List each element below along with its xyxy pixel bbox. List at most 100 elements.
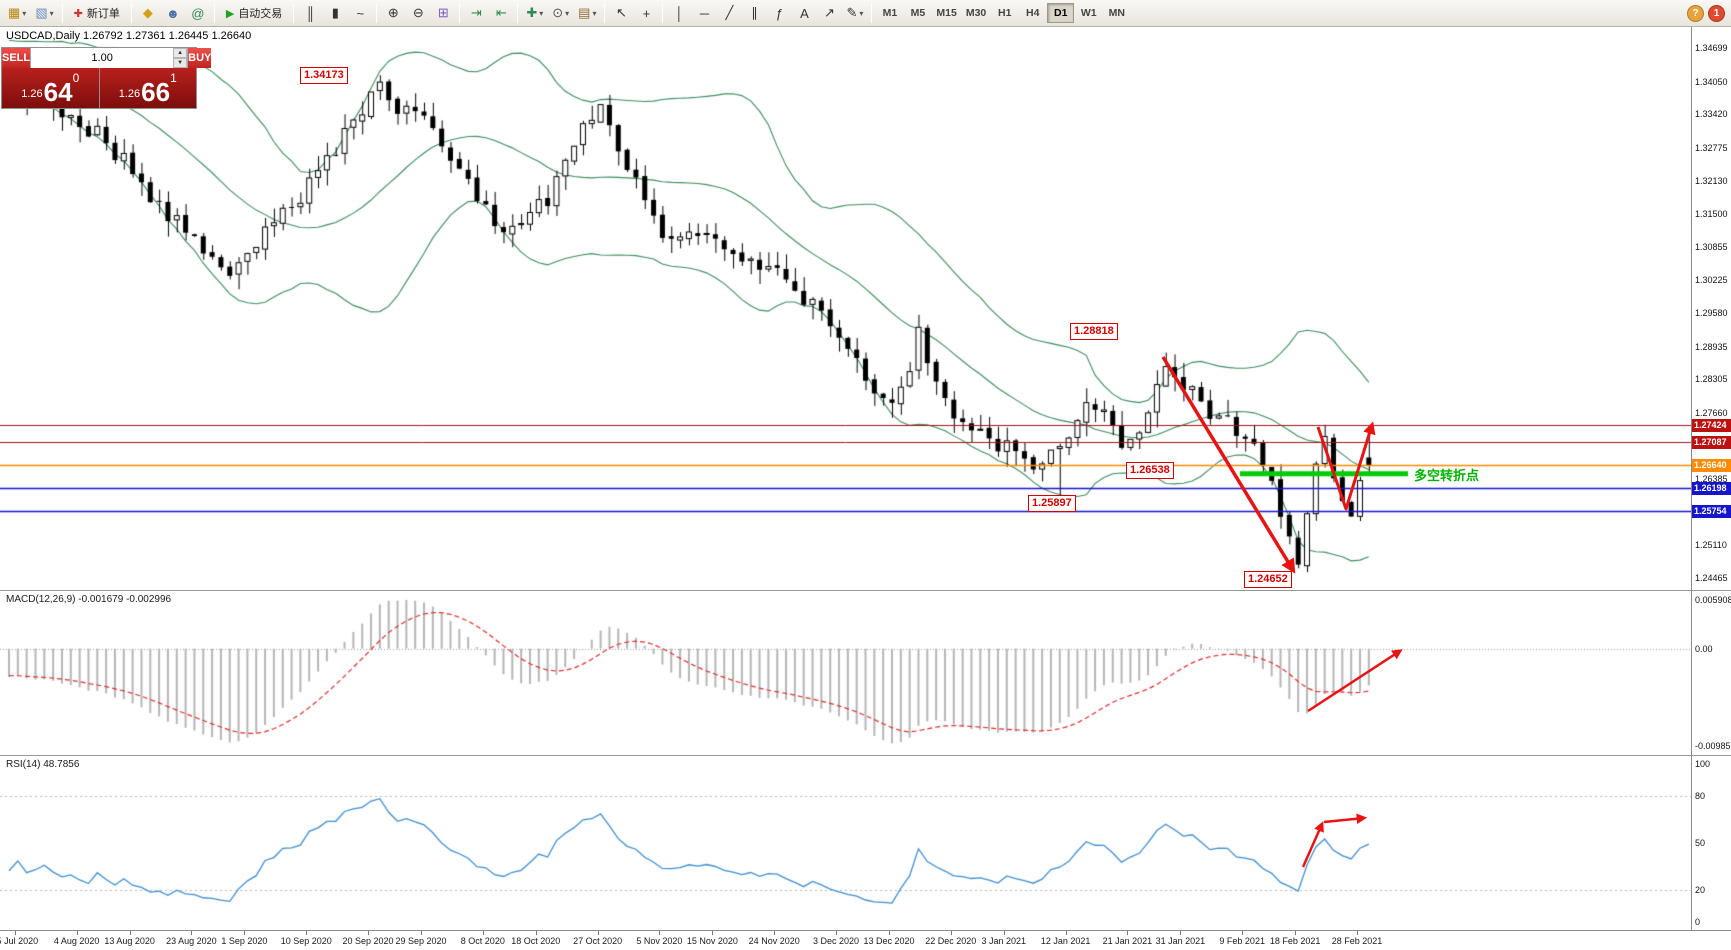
rsi-label: RSI(14) 48.7856 xyxy=(6,759,80,770)
timeframe-m30-button[interactable]: M30 xyxy=(962,3,990,23)
trendline-button[interactable]: ╱ xyxy=(717,2,741,24)
price-scale[interactable]: 1.34699 1.34050 1.33420 1.32775 1.32130 1.315… xyxy=(1691,27,1731,590)
toolbar-right-group: ? 1 xyxy=(1687,4,1727,22)
rsi-canvas[interactable] xyxy=(0,756,1691,930)
equidistant-channel-icon: ∥ xyxy=(751,5,758,20)
auto-scroll-button[interactable]: ⇥ xyxy=(464,2,488,24)
drawing-tools-button[interactable]: ✎ ▾ xyxy=(842,2,867,24)
profiles-icon: ▧ xyxy=(35,5,48,20)
help-icon[interactable]: ? xyxy=(1687,4,1704,22)
trade-panel-prices: 1.26 64 0 1.26 66 1 xyxy=(2,68,196,108)
date-label: 8 Oct 2020 xyxy=(460,936,505,946)
templates-button[interactable]: ▤ ▾ xyxy=(574,2,600,24)
new-chart-button[interactable]: ▦ ▾ xyxy=(4,2,30,24)
ask-pips: 66 xyxy=(141,77,171,107)
date-tick xyxy=(1295,931,1297,935)
profiles-button[interactable]: ▧ ▾ xyxy=(31,2,57,24)
chart-shift-button[interactable]: ⇤ xyxy=(489,2,513,24)
macd-indicator-panel: MACD(12,26,9) -0.001679 -0.002996 0.0059… xyxy=(0,590,1731,755)
timeframe-h4-button[interactable]: H4 xyxy=(1019,3,1046,23)
crosshair-button[interactable]: + xyxy=(634,2,658,24)
timeframe-m15-button[interactable]: M15 xyxy=(932,3,960,23)
auto-scroll-icon: ⇥ xyxy=(470,5,482,20)
terminal-button[interactable]: @ xyxy=(186,2,210,24)
toolbar-separator xyxy=(662,3,664,23)
candlestick-chart-button[interactable]: ▮ xyxy=(323,2,347,24)
periods-icon: ⊙ xyxy=(552,5,564,20)
rsi-axis-label: 0 xyxy=(1695,917,1701,927)
price-tag: 1.25897 xyxy=(1028,495,1076,512)
vertical-line-button[interactable]: │ xyxy=(667,2,691,24)
price-tick-label: 1.25110 xyxy=(1695,539,1727,550)
timeframe-m1-button[interactable]: M1 xyxy=(876,3,903,23)
date-label: 22 Dec 2020 xyxy=(925,936,977,946)
arrows-tool-icon: ↗ xyxy=(824,5,835,20)
timeframe-m5-button[interactable]: M5 xyxy=(904,3,931,23)
zoom-out-button[interactable]: ⊖ xyxy=(406,2,430,24)
ask-fraction: 1 xyxy=(170,71,177,85)
timeframe-mn-button[interactable]: MN xyxy=(1103,3,1130,23)
periods-button[interactable]: ⊙ ▾ xyxy=(548,2,573,24)
sell-button[interactable]: SELL xyxy=(2,48,31,68)
date-tick xyxy=(421,931,422,935)
price-tick-label: 1.30225 xyxy=(1695,274,1728,285)
date-tick xyxy=(659,931,661,935)
new-order-icon: ✚ xyxy=(73,7,83,20)
turning-point-label: 多空转折点 xyxy=(1414,468,1480,483)
text-tool-button[interactable]: A xyxy=(792,2,816,24)
bar-chart-icon: ║ xyxy=(305,5,315,21)
market-watch-button[interactable]: ◆ xyxy=(136,2,160,24)
indicators-button[interactable]: ✚ ▾ xyxy=(522,2,547,24)
price-tick-label: 1.28935 xyxy=(1695,341,1728,352)
macd-axis-label: 0.005908 xyxy=(1695,595,1731,605)
price-badge: 1.26640 xyxy=(1692,459,1731,473)
market-watch-icon: ◆ xyxy=(142,5,153,20)
date-tick xyxy=(1242,931,1244,935)
candlestick-chart-canvas[interactable] xyxy=(0,27,1691,590)
fibonacci-button[interactable]: ƒ xyxy=(767,2,791,24)
ask-price-display[interactable]: 1.26 66 1 xyxy=(99,68,196,108)
buy-button[interactable]: BUY xyxy=(188,48,212,68)
tile-windows-button[interactable]: ⊞ xyxy=(431,2,455,24)
cursor-icon: ↖ xyxy=(616,5,627,20)
bid-price-display[interactable]: 1.26 64 0 xyxy=(2,68,99,108)
zoom-in-button[interactable]: ⊕ xyxy=(381,2,405,24)
chart-title: USDCAD,Daily 1.26792 1.27361 1.26445 1.2… xyxy=(6,30,252,42)
price-tick-label: 1.30855 xyxy=(1695,242,1728,253)
volume-increase-button[interactable]: ▲ xyxy=(173,48,188,58)
navigator-button[interactable]: ☻ xyxy=(161,2,185,24)
trade-panel-controls: SELL ▲ ▼ BUY xyxy=(2,48,212,68)
notifications-icon[interactable]: 1 xyxy=(1708,4,1725,22)
line-chart-button[interactable]: ~ xyxy=(348,2,372,24)
volume-input[interactable] xyxy=(31,48,174,68)
new-order-button[interactable]: ✚ 新订单 xyxy=(67,2,127,24)
price-tag: 1.26538 xyxy=(1126,462,1174,479)
dropdown-caret-icon: ▾ xyxy=(22,8,27,18)
toolbar-separator xyxy=(604,3,606,23)
bid-pips: 64 xyxy=(43,77,73,107)
date-label: 23 Aug 2020 xyxy=(166,936,217,946)
price-chart-panel: 1.34173 1.28818 1.26538 1.25897 1.24652 多空转折… xyxy=(0,27,1731,590)
volume-decrease-button[interactable]: ▼ xyxy=(173,58,188,68)
price-badge: 1.27087 xyxy=(1692,436,1731,450)
fibonacci-icon: ƒ xyxy=(775,5,784,21)
price-badge: 1.26198 xyxy=(1692,482,1731,496)
date-label: 29 Sep 2020 xyxy=(395,936,447,946)
timeframe-w1-button[interactable]: W1 xyxy=(1075,3,1102,23)
navigator-icon: ☻ xyxy=(166,5,180,21)
date-tick xyxy=(244,931,246,935)
autotrading-button[interactable]: ▶ 自动交易 xyxy=(219,2,289,24)
bar-chart-button[interactable]: ║ xyxy=(298,2,322,24)
dropdown-caret-icon: ▾ xyxy=(859,8,864,18)
arrows-tool-button[interactable]: ↗ xyxy=(817,2,841,24)
cursor-button[interactable]: ↖ xyxy=(609,2,633,24)
date-label: 10 Sep 2020 xyxy=(280,936,332,946)
timeframe-d1-button[interactable]: D1 xyxy=(1047,3,1075,23)
timeframe-h1-button[interactable]: H1 xyxy=(991,3,1018,23)
price-tag: 1.24652 xyxy=(1244,571,1292,588)
macd-canvas[interactable] xyxy=(0,591,1691,755)
horizontal-line-button[interactable]: ─ xyxy=(692,2,716,24)
horizontal-line-icon: ─ xyxy=(699,5,710,21)
time-scale[interactable]: 25 Jul 2020 4 Aug 2020 13 Aug 2020 23 Aug 2… xyxy=(0,930,1731,950)
equidistant-channel-button[interactable]: ∥ xyxy=(742,2,766,24)
